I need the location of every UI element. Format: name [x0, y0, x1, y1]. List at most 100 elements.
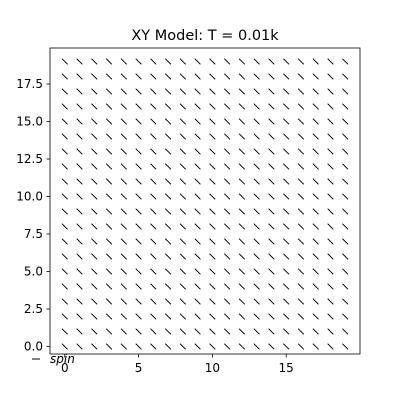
spin-arrow	[238, 88, 246, 95]
spin-arrow	[179, 283, 187, 290]
spin-arrow	[179, 163, 187, 170]
spin-arrow	[283, 328, 290, 335]
spin-arrow	[76, 73, 83, 80]
spin-arrow	[209, 298, 216, 305]
spin-arrow	[105, 193, 113, 200]
spin-arrow	[253, 328, 260, 335]
spin-arrow	[135, 328, 142, 335]
spin-arrow	[105, 238, 113, 245]
spin-arrow	[223, 343, 231, 350]
spin-arrow	[194, 328, 201, 335]
spin-arrow	[105, 178, 113, 185]
y-tick-label: 5.0	[24, 265, 43, 279]
spin-arrow	[164, 208, 172, 215]
spin-arrow	[61, 148, 68, 155]
spin-arrow	[120, 103, 127, 110]
spin-arrow	[91, 298, 98, 305]
spin-arrow	[91, 328, 98, 335]
spin-arrow	[164, 313, 172, 320]
spin-arrow	[209, 223, 216, 230]
spin-arrow	[223, 103, 231, 110]
spin-arrow	[150, 208, 157, 215]
spin-arrow	[223, 88, 231, 95]
spin-arrow	[76, 118, 83, 125]
x-axis: 0 5 10 15	[61, 354, 294, 375]
spin-arrow	[268, 118, 275, 125]
spin-arrow	[297, 328, 305, 335]
spin-arrow	[194, 148, 201, 155]
spin-arrow	[91, 88, 98, 95]
spin-arrow	[312, 193, 319, 200]
spin-arrow	[238, 58, 246, 65]
spin-arrow	[253, 103, 260, 110]
spin-arrow	[194, 208, 201, 215]
spin-arrow	[150, 73, 157, 80]
spin-arrow	[283, 223, 290, 230]
spin-arrow	[297, 163, 305, 170]
spin-arrow	[327, 238, 334, 245]
spin-arrow	[297, 253, 305, 260]
spin-arrow	[312, 73, 319, 80]
spin-arrow	[105, 343, 113, 350]
spin-arrow	[91, 148, 98, 155]
spin-arrow	[120, 268, 127, 275]
spin-arrow	[312, 313, 319, 320]
spin-arrow	[327, 178, 334, 185]
spin-arrow	[105, 103, 113, 110]
spin-arrow	[179, 253, 187, 260]
spin-arrow	[342, 283, 349, 290]
spin-arrow	[105, 208, 113, 215]
spin-arrow	[297, 118, 305, 125]
spin-arrow	[342, 118, 349, 125]
spin-arrow	[105, 163, 113, 170]
spin-arrow	[223, 313, 231, 320]
spin-arrow	[268, 103, 275, 110]
spin-arrow	[238, 283, 246, 290]
spin-arrow	[135, 103, 142, 110]
spin-arrow	[105, 223, 113, 230]
spin-arrow	[76, 133, 83, 140]
spin-arrow	[283, 73, 290, 80]
spin-arrow	[164, 178, 172, 185]
spin-arrow	[238, 313, 246, 320]
spin-arrow	[164, 73, 172, 80]
spin-arrow	[312, 58, 319, 65]
y-tick-label: 10.0	[16, 190, 43, 204]
spin-arrow	[91, 133, 98, 140]
spin-arrow	[209, 148, 216, 155]
spin-arrow	[297, 133, 305, 140]
spin-arrow	[61, 118, 68, 125]
spin-arrow	[342, 103, 349, 110]
spin-arrow	[76, 148, 83, 155]
spin-arrow	[209, 238, 216, 245]
spin-arrow	[150, 193, 157, 200]
spin-arrow	[268, 148, 275, 155]
spin-arrow	[327, 268, 334, 275]
spin-arrow	[135, 193, 142, 200]
spin-arrow	[268, 163, 275, 170]
spin-arrow	[150, 328, 157, 335]
spin-arrow	[209, 73, 216, 80]
spin-arrow	[312, 103, 319, 110]
spin-arrow	[283, 283, 290, 290]
spin-arrow	[268, 313, 275, 320]
spin-arrow	[223, 268, 231, 275]
spin-arrow	[179, 208, 187, 215]
spin-arrow	[327, 343, 334, 350]
spin-arrow	[150, 133, 157, 140]
spin-arrow	[135, 223, 142, 230]
spin-arrow	[238, 118, 246, 125]
spin-arrow	[179, 73, 187, 80]
spin-arrow	[91, 283, 98, 290]
spin-arrow	[61, 88, 68, 95]
spin-arrow	[91, 238, 98, 245]
spin-arrow	[209, 88, 216, 95]
spin-arrow	[150, 268, 157, 275]
spin-arrow	[297, 193, 305, 200]
spin-arrow	[253, 163, 260, 170]
spin-arrow	[283, 118, 290, 125]
spin-arrow	[238, 208, 246, 215]
spin-arrow	[238, 163, 246, 170]
spin-arrow	[179, 58, 187, 65]
